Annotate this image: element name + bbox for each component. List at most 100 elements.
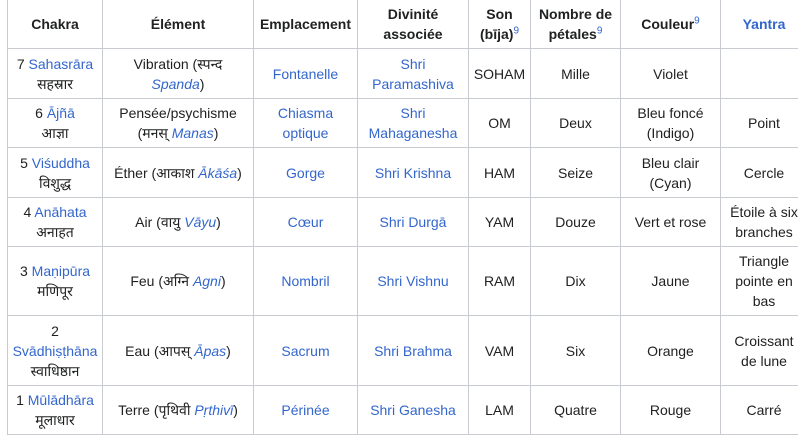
italic-text[interactable]: Ākāśa [198,165,237,181]
column-header-petales: Nombre de pétales9 [531,0,621,49]
cell-petales: Mille [531,49,621,99]
italic-text[interactable]: Pṛthivī [194,402,233,418]
link[interactable]: Viśuddha [32,155,90,171]
cell-text: Air (वायु [135,214,184,230]
cell-text: Bleu clair (Cyan) [642,155,700,191]
italic-text[interactable]: Vāyu [184,214,216,230]
cell-petales: Douze [531,198,621,247]
cell-yantra: Carré [721,386,798,435]
cell-couleur: Orange [621,316,721,386]
column-header-divinite: Divinité associée [358,0,469,49]
reference-link[interactable]: 9 [513,25,519,36]
column-header-emplacement: Emplacement [254,0,358,49]
link[interactable]: Maṇipūra [32,263,90,279]
link[interactable]: Nombril [281,273,329,289]
link[interactable]: Āpas [194,343,226,359]
cell-text: Eau (आपस् [125,343,194,359]
cell-text: 7 [17,56,29,72]
link[interactable]: Chiasma optique [278,105,333,141]
cell-divinite: Shri Mahaganesha [358,99,469,148]
link[interactable]: Gorge [286,165,325,181]
cell-chakra: 4 Anāhata अनाहत [8,198,103,247]
cell-couleur: Violet [621,49,721,99]
cell-son: OM [469,99,531,148]
cell-text: स्वाधिष्ठान [31,363,80,379]
italic-text[interactable]: Spanda [152,76,200,92]
cell-couleur: Jaune [621,247,721,316]
italic-text[interactable]: Āpas [194,343,226,359]
cell-text: Pensée/psychisme [119,105,237,121]
cell-text: Dix [565,273,585,289]
cell-emplacement: Chiasma optique [254,99,358,148]
cell-element: Éther (आकाश Ākāśa) [103,148,254,198]
link[interactable]: Shri Brahma [374,343,452,359]
link[interactable]: Sahasrāra [29,56,94,72]
cell-text: Quatre [554,402,597,418]
cell-text: अनाहत [36,224,74,240]
italic-text[interactable]: Manas [172,125,214,141]
link[interactable]: Anāhata [34,204,86,220]
header-label: Nombre de pétales [539,6,612,42]
link[interactable]: Sacrum [281,343,329,359]
link[interactable]: Vāyu [184,214,216,230]
cell-chakra: 2 Svādhiṣṭhāna स्वाधिष्ठान [8,316,103,386]
cell-emplacement: Cœur [254,198,358,247]
cell-text: RAM [484,273,515,289]
cell-text: ) [237,165,242,181]
cell-text: Vert et rose [635,214,707,230]
reference-link[interactable]: 9 [597,25,603,36]
cell-element: Air (वायु Vāyu) [103,198,254,247]
link[interactable]: Pṛthivī [194,402,233,418]
cell-petales: Six [531,316,621,386]
cell-emplacement: Périnée [254,386,358,435]
header-label: Divinité associée [383,6,442,42]
link[interactable]: Shri Krishna [375,165,451,181]
link[interactable]: Svādhiṣṭhāna [13,343,98,359]
link[interactable]: Spanda [152,76,200,92]
cell-text: 4 [23,204,34,220]
cell-text: 6 [35,105,47,121]
cell-text: OM [488,115,511,131]
cell-text: मूलाधार [35,412,74,428]
link[interactable]: Shri Durgā [380,214,447,230]
cell-text: 2 [51,323,59,339]
link[interactable]: Cœur [288,214,324,230]
cell-text: Éther (आकाश [114,165,198,181]
cell-yantra: Cercle [721,148,798,198]
link[interactable]: Shri Mahaganesha [369,105,458,141]
cell-text: Terre (पृथिवी [118,402,194,418]
cell-text: Point [748,115,780,131]
cell-text: HAM [484,165,515,181]
link[interactable]: Fontanelle [273,66,338,82]
italic-text[interactable]: Agni [193,273,221,289]
link[interactable]: Périnée [281,402,329,418]
link[interactable]: Shri Vishnu [377,273,448,289]
cell-text: Orange [647,343,694,359]
cell-emplacement: Gorge [254,148,358,198]
column-header-yantra[interactable]: Yantra [721,0,798,49]
link[interactable]: Shri Paramashiva [372,56,454,92]
cell-yantra [721,49,798,99]
link[interactable]: Shri Ganesha [370,402,456,418]
header-label: Emplacement [260,16,351,32]
reference-link[interactable]: 9 [694,15,700,26]
cell-son: VAM [469,316,531,386]
cell-divinite: Shri Durgā [358,198,469,247]
header-label[interactable]: Yantra [743,16,786,32]
cell-petales: Seize [531,148,621,198]
link[interactable]: Agni [193,273,221,289]
link[interactable]: Ākāśa [198,165,237,181]
link[interactable]: Manas [172,125,214,141]
cell-text: Feu (अग्नि [130,273,193,289]
cell-text: Vibration (स्पन्द [134,56,223,72]
link[interactable]: Mūlādhāra [28,392,94,408]
header-label: Son (bīja) [480,6,513,42]
column-header-chakra: Chakra [8,0,103,49]
link[interactable]: Ājñā [47,105,75,121]
